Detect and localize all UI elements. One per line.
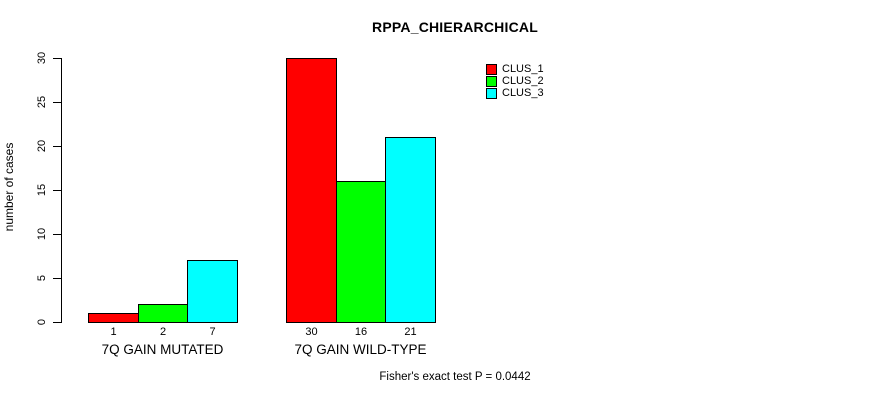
bar-clus_2-2 <box>336 181 386 323</box>
y-tick <box>53 322 61 323</box>
y-tick <box>53 234 61 235</box>
legend-swatch-icon <box>486 63 497 75</box>
bar-clus_1-1 <box>88 313 139 323</box>
y-tick <box>53 102 61 103</box>
group-label: 7Q GAIN MUTATED <box>101 342 224 357</box>
legend-label: CLUS_2 <box>502 75 544 88</box>
group-label: 7Q GAIN WILD-TYPE <box>294 342 427 357</box>
legend: CLUS_1 CLUS_2 CLUS_3 <box>486 63 544 100</box>
y-tick-label: 25 <box>36 95 48 109</box>
y-tick-label: 0 <box>36 318 48 326</box>
chart-title: RPPA_CHIERARCHICAL <box>372 19 538 35</box>
bar-value-label: 16 <box>354 326 368 338</box>
annotation-text: Fisher's exact test P = 0.0442 <box>379 371 531 383</box>
legend-label: CLUS_3 <box>502 87 544 100</box>
bar-clus_3-2 <box>385 137 436 323</box>
y-tick-label: 5 <box>36 274 48 282</box>
legend-label: CLUS_1 <box>502 62 544 75</box>
bar-value-label: 7 <box>209 326 216 338</box>
y-axis-line <box>61 58 62 323</box>
bar-value-label: 21 <box>404 326 417 338</box>
legend-item-clus_3: CLUS_3 <box>486 88 544 100</box>
y-tick <box>53 190 61 191</box>
legend-swatch-icon <box>486 88 497 100</box>
legend-item-clus_1: CLUS_1 <box>486 63 544 75</box>
y-tick-label: 15 <box>36 183 48 197</box>
y-tick-label: 20 <box>36 139 48 153</box>
y-tick <box>53 146 61 147</box>
y-tick <box>53 278 61 279</box>
bar-clus_1-2 <box>286 58 337 323</box>
bar-value-label: 1 <box>110 326 117 338</box>
y-tick-label: 10 <box>36 227 48 241</box>
legend-swatch-icon <box>486 76 497 88</box>
y-tick <box>53 58 61 59</box>
legend-item-clus_2: CLUS_2 <box>486 75 544 88</box>
y-tick-label: 30 <box>36 51 48 65</box>
bar-clus_2-1 <box>138 304 188 323</box>
bar-clus_3-1 <box>187 260 238 323</box>
bar-value-label: 2 <box>159 326 167 338</box>
bar-value-label: 30 <box>305 326 318 338</box>
